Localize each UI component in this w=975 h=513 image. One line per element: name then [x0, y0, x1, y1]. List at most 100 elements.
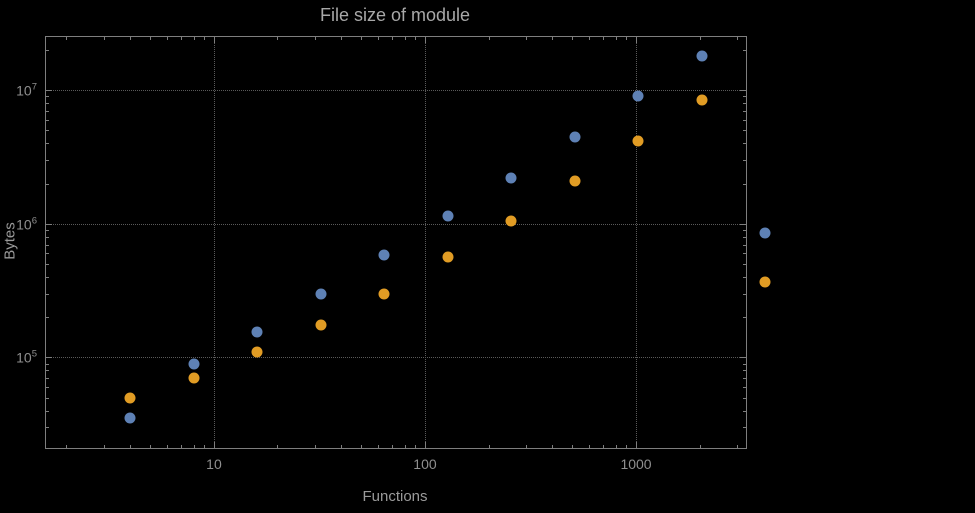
tick-mark [743, 236, 746, 238]
tick-mark [167, 445, 169, 448]
tick-mark [193, 37, 195, 40]
tick-mark [572, 37, 574, 40]
tick-mark [740, 90, 746, 92]
tick-mark [743, 130, 746, 132]
x-axis-label: Functions [362, 488, 428, 505]
data-point [188, 372, 199, 384]
data-point [632, 135, 644, 147]
tick-mark [46, 357, 52, 359]
tick-mark [150, 37, 152, 40]
tick-mark [46, 103, 49, 105]
chart-title: File size of module [319, 5, 471, 25]
tick-mark [341, 445, 342, 448]
tick-mark [552, 445, 554, 448]
x-tick-label: 1000 [620, 456, 652, 472]
tick-mark [204, 445, 206, 448]
tick-mark [740, 357, 746, 359]
tick-mark [615, 445, 617, 448]
tick-mark [626, 37, 628, 40]
data-point [124, 412, 136, 424]
tick-mark [415, 37, 417, 40]
tick-mark [66, 37, 68, 40]
tick-mark [46, 244, 49, 246]
tick-mark [103, 445, 105, 448]
tick-mark [66, 445, 68, 448]
tick-mark [129, 37, 131, 40]
data-point [505, 215, 517, 227]
x-tick-label: 10 [206, 456, 222, 472]
tick-mark [341, 37, 342, 40]
tick-mark [46, 96, 49, 98]
tick-mark [736, 37, 738, 40]
tick-mark [46, 370, 49, 372]
gridline [46, 357, 746, 359]
data-point [251, 346, 263, 358]
tick-mark [46, 427, 49, 429]
tick-mark [103, 37, 105, 40]
tick-mark [46, 397, 49, 399]
tick-mark [626, 445, 628, 448]
tick-mark [392, 37, 394, 40]
tick-mark [424, 37, 426, 43]
tick-mark [193, 445, 195, 448]
tick-mark [404, 37, 406, 40]
tick-mark [636, 37, 638, 43]
tick-mark [46, 264, 49, 266]
data-point [696, 50, 708, 62]
tick-mark [743, 317, 746, 319]
tick-mark [743, 387, 746, 389]
x-tick-label: 100 [413, 456, 437, 472]
gridline [213, 37, 215, 448]
tick-mark [743, 143, 746, 145]
tick-mark [603, 37, 605, 40]
tick-mark [743, 229, 746, 231]
tick-mark [181, 445, 183, 448]
tick-mark [743, 103, 746, 105]
tick-mark [740, 223, 746, 225]
tick-mark [589, 445, 591, 448]
data-point [188, 358, 199, 370]
gridline [46, 223, 746, 225]
tick-mark [743, 410, 746, 412]
tick-mark [277, 445, 279, 448]
tick-mark [572, 445, 574, 448]
gridline [636, 37, 638, 448]
tick-mark [743, 110, 746, 112]
tick-mark [743, 49, 746, 51]
tick-mark [213, 37, 215, 43]
tick-mark [46, 160, 49, 162]
data-point [759, 227, 771, 239]
data-point [378, 249, 390, 261]
tick-mark [743, 363, 746, 365]
tick-mark [743, 370, 746, 372]
tick-mark [743, 244, 746, 246]
tick-mark [213, 442, 215, 448]
tick-mark [46, 49, 49, 51]
tick-mark [314, 37, 316, 40]
tick-mark [615, 37, 617, 40]
tick-mark [743, 160, 746, 162]
tick-mark [378, 37, 380, 40]
tick-mark [361, 37, 363, 40]
tick-mark [204, 37, 206, 40]
data-point [569, 175, 581, 187]
tick-mark [46, 130, 49, 132]
tick-mark [46, 317, 49, 319]
tick-mark [743, 183, 746, 185]
tick-mark [743, 397, 746, 399]
plot-area: 10 100 1000 105 106 107 [16, 36, 771, 472]
tick-mark [46, 387, 49, 389]
tick-mark [46, 253, 49, 255]
data-point [632, 90, 644, 102]
tick-mark [46, 183, 49, 185]
tick-mark [277, 37, 279, 40]
data-point [315, 319, 327, 331]
tick-mark [525, 37, 527, 40]
tick-mark [46, 236, 49, 238]
tick-mark [488, 37, 490, 40]
tick-mark [46, 378, 49, 380]
data-point [442, 210, 454, 222]
tick-mark [46, 229, 49, 231]
tick-mark [424, 442, 426, 448]
